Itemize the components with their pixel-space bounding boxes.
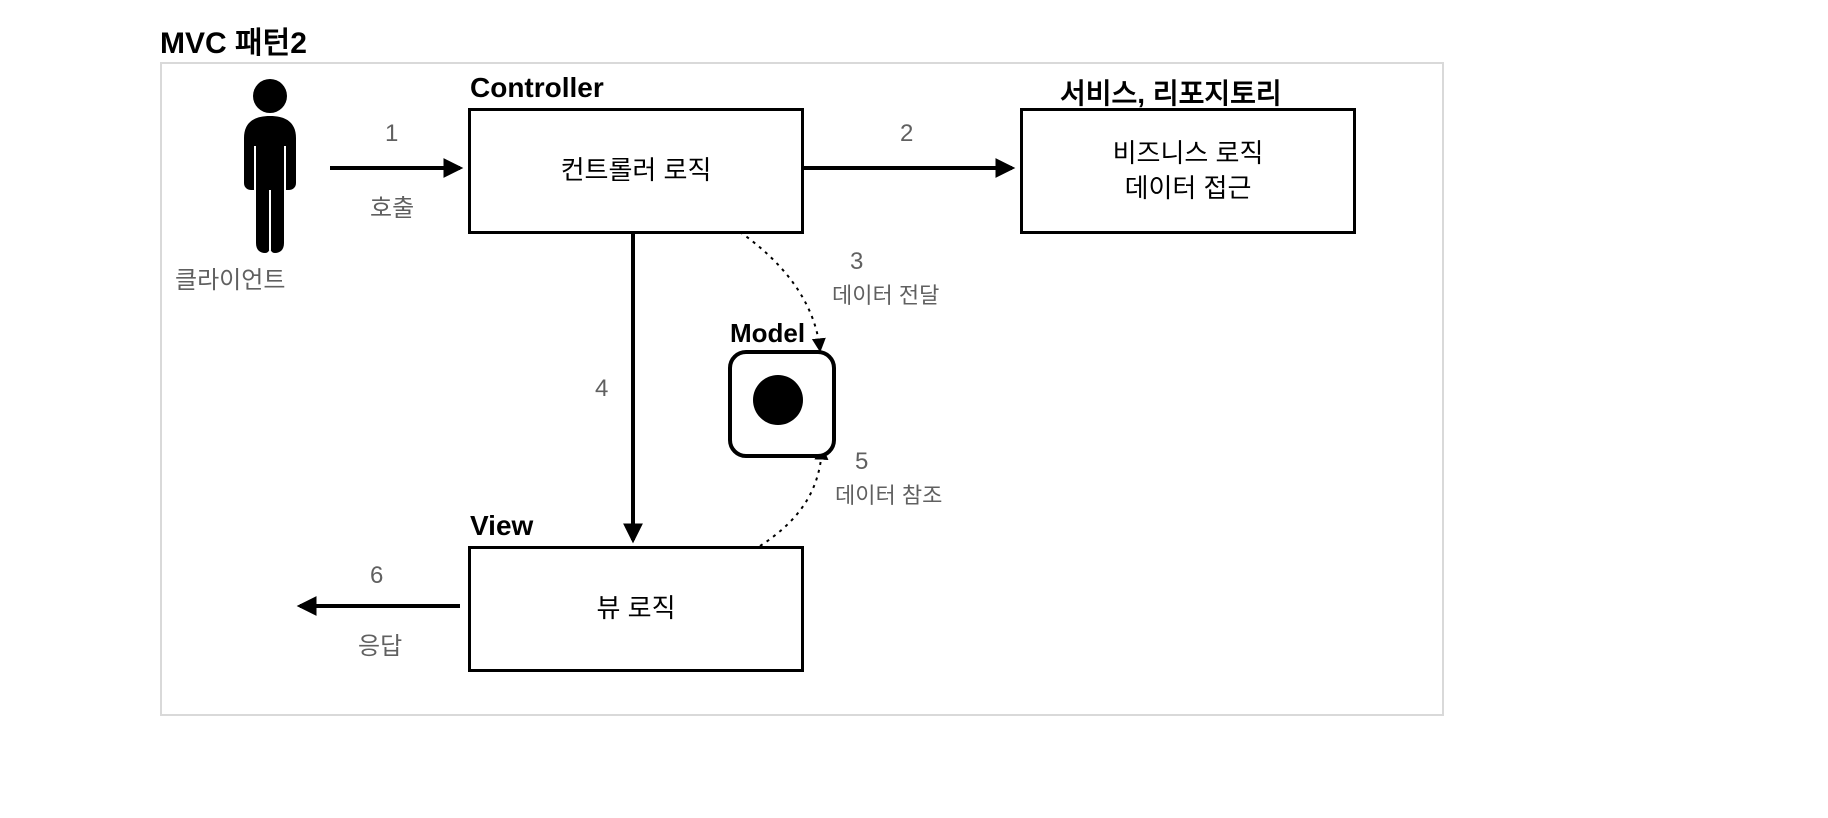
view-box: 뷰 로직 — [468, 546, 804, 672]
service-text-line-1: 비즈니스 로직 — [1113, 136, 1264, 171]
service-repository-box: 비즈니스 로직 데이터 접근 — [1020, 108, 1356, 234]
model-dot-icon — [753, 375, 803, 425]
service-text-line-2: 데이터 접근 — [1125, 171, 1252, 206]
controller-box: 컨트롤러 로직 — [468, 108, 804, 234]
client-caption: 클라이언트 — [175, 260, 285, 295]
controller-text-line: 컨트롤러 로직 — [561, 153, 712, 188]
service-repository-label: 서비스, 리포지토리 — [1060, 72, 1282, 112]
controller-label: Controller — [470, 72, 604, 104]
diagram-canvas: MVC 패턴2 클라이언트 Controller 컨트롤러 로직 서비스, 리포… — [0, 0, 1828, 818]
view-label: View — [470, 510, 533, 542]
view-text-line: 뷰 로직 — [597, 591, 676, 626]
client-person-icon — [220, 78, 320, 253]
model-label: Model — [730, 318, 805, 349]
diagram-title: MVC 패턴2 — [160, 18, 307, 62]
